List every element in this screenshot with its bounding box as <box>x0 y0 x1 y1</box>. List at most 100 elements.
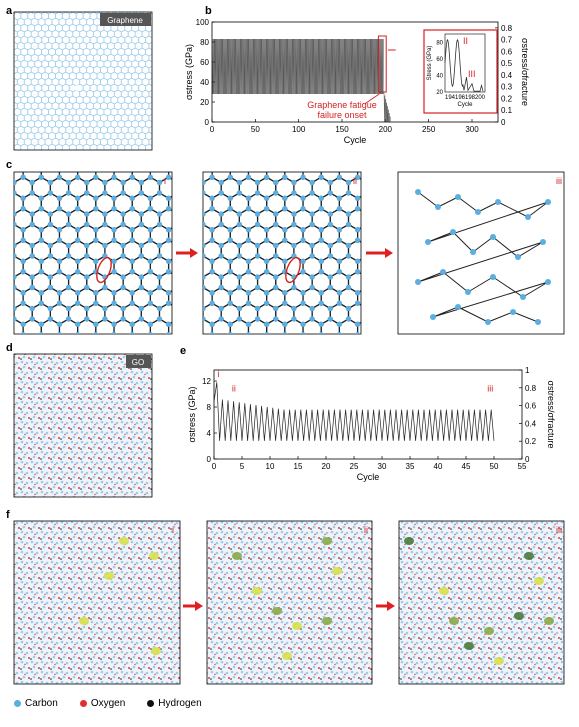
chart-b-inset-ytick-label: 20 <box>436 90 443 96</box>
panel-f-frame-label: iii <box>556 525 562 535</box>
chart-e-xtick-label: 50 <box>490 462 499 471</box>
defect-cluster <box>322 617 332 625</box>
chart-e-ytick-right-label: 0.6 <box>525 402 537 411</box>
chart-b-ylabel-right: σstress/σfracture <box>520 38 530 106</box>
chart-e-mark: iii <box>487 383 493 393</box>
chart-b-xtick-label: 50 <box>251 125 260 134</box>
chart-b-ytick-label: 20 <box>200 98 209 107</box>
panel-f-frame-iii: iii <box>398 520 565 685</box>
chart-e-ytick-label: 8 <box>207 403 212 412</box>
panel-e-label: e <box>180 345 186 357</box>
panel-c-frame-label: ii <box>353 176 357 186</box>
chart-b-xtick-label: 150 <box>335 125 349 134</box>
defect-cluster <box>404 537 414 545</box>
legend-carbon: Carbon <box>14 698 58 709</box>
chart-b-xtick-label: 300 <box>465 125 479 134</box>
chart-b-inset-ytick-label: 40 <box>436 73 443 79</box>
defect-cluster <box>484 627 494 635</box>
chart-b-inset-xlabel: Cycle <box>457 102 473 108</box>
hydrogen-dot-icon <box>147 699 155 707</box>
chart-e-xtick-label: 0 <box>212 462 217 471</box>
chart-e-ytick-label: 0 <box>207 455 212 464</box>
defect-cluster <box>534 577 544 585</box>
chart-b-inset-xtick-label: 196 <box>455 95 466 101</box>
panel-c-frame-iii: iii <box>397 171 565 335</box>
chart-b-ytick-right-label: 0.1 <box>501 106 513 115</box>
panel-c-frame-label: iii <box>556 176 562 186</box>
chart-e-xtick-label: 20 <box>322 462 331 471</box>
panel-d-label: d <box>6 342 13 354</box>
chart-e-xtick-label: 25 <box>350 462 359 471</box>
chart-e-xtick-label: 5 <box>240 462 245 471</box>
chart-e-xtick-label: 55 <box>518 462 527 471</box>
defect-cluster <box>149 552 159 560</box>
chart-b-ytick-right-label: 0.7 <box>501 36 513 45</box>
chart-b-ytick-right-label: 0.2 <box>501 94 513 103</box>
atom-legend: Carbon Oxygen Hydrogen <box>14 698 202 709</box>
chart-b-ytick-label: 60 <box>200 58 209 67</box>
chart-b-ytick-label: 100 <box>196 18 210 27</box>
panel-f-frame-label: ii <box>364 525 368 535</box>
panel-f-arrowhead-icon <box>195 601 203 611</box>
chart-b-ytick-right-label: 0.6 <box>501 47 513 56</box>
panel-f-frames: i ii iii <box>13 520 565 685</box>
defect-cluster <box>232 552 242 560</box>
chart-e-xtick-label: 45 <box>462 462 471 471</box>
graphene-tag: Graphene <box>107 16 143 25</box>
panel-a-label: a <box>6 5 13 17</box>
defect-cluster <box>282 652 292 660</box>
defect-cluster <box>104 572 114 580</box>
chart-e-ytick-right-label: 0 <box>525 455 530 464</box>
chart-e-ytick-right-label: 0.2 <box>525 437 537 446</box>
chart-b-inset-mark: III <box>468 69 476 79</box>
chart-b-ytick-right-label: 0.4 <box>501 71 513 80</box>
chart-b-ytick-right-label: 0.8 <box>501 24 513 33</box>
chart-e-ytick-right-label: 0.4 <box>525 419 537 428</box>
chart-b-ytick-right-label: 0.5 <box>501 59 513 68</box>
chart-b-ytick-label: 80 <box>200 38 209 47</box>
carbon-dot-icon <box>14 699 21 707</box>
chart-e-frame <box>213 369 523 460</box>
defect-cluster <box>322 537 332 545</box>
defect-cluster <box>79 617 89 625</box>
go-sheet: GO <box>13 353 153 498</box>
chart-b-xlabel: Cycle <box>344 135 367 145</box>
panel-c-frame-label: i <box>164 176 166 186</box>
chart-b-annotation-2: failure onset <box>317 110 367 120</box>
chart-e-xtick-label: 40 <box>434 462 443 471</box>
panel-c-arrowhead-icon <box>385 248 393 258</box>
chart-e-series <box>213 382 495 441</box>
panel-c-label: c <box>6 159 12 171</box>
defect-cluster <box>119 537 129 545</box>
panel-f-frame-label: i <box>172 525 174 535</box>
chart-b-xtick-label: 0 <box>210 125 215 134</box>
defect-cluster <box>524 552 534 560</box>
chart-e-xtick-label: 15 <box>294 462 303 471</box>
panel-c-arrowhead-icon <box>190 248 198 258</box>
defect-cluster <box>151 647 161 655</box>
chart-e-ylabel: σstress (GPa) <box>187 386 197 442</box>
panel-f-arrowhead-icon <box>387 601 395 611</box>
panel-c-frames: i ii iii <box>13 171 565 335</box>
defect-cluster <box>292 622 302 630</box>
defect-cluster <box>252 587 262 595</box>
oxygen-dot-icon <box>79 699 87 707</box>
panel-c-frame-ii: ii <box>202 171 362 335</box>
defect-cluster <box>272 607 282 615</box>
panel-f-frame-i: i <box>13 520 181 685</box>
defect-cluster <box>494 657 504 665</box>
chart-b-inset-series <box>444 38 484 92</box>
chart-b-ylabel: σstress (GPa) <box>184 44 194 100</box>
chart-b-ytick-right-label: 0 <box>501 118 506 127</box>
legend-hydrogen: Hydrogen <box>147 698 202 709</box>
panel-f-frame-ii: ii <box>206 520 373 685</box>
legend-oxygen: Oxygen <box>79 698 125 709</box>
chart-e-mark: i <box>217 369 219 379</box>
chart-b-inset-xtick-label: 198 <box>465 95 476 101</box>
chart-b-xtick-label: 250 <box>422 125 436 134</box>
chart-e: 0 5 10 15 20 25 30 35 40 45 50 550481200.20.40.60.8… <box>187 366 556 482</box>
chart-b-inset-ytick-label: 80 <box>436 40 443 46</box>
defect-cluster <box>439 587 449 595</box>
graphene-sheet: Graphene <box>13 11 153 151</box>
